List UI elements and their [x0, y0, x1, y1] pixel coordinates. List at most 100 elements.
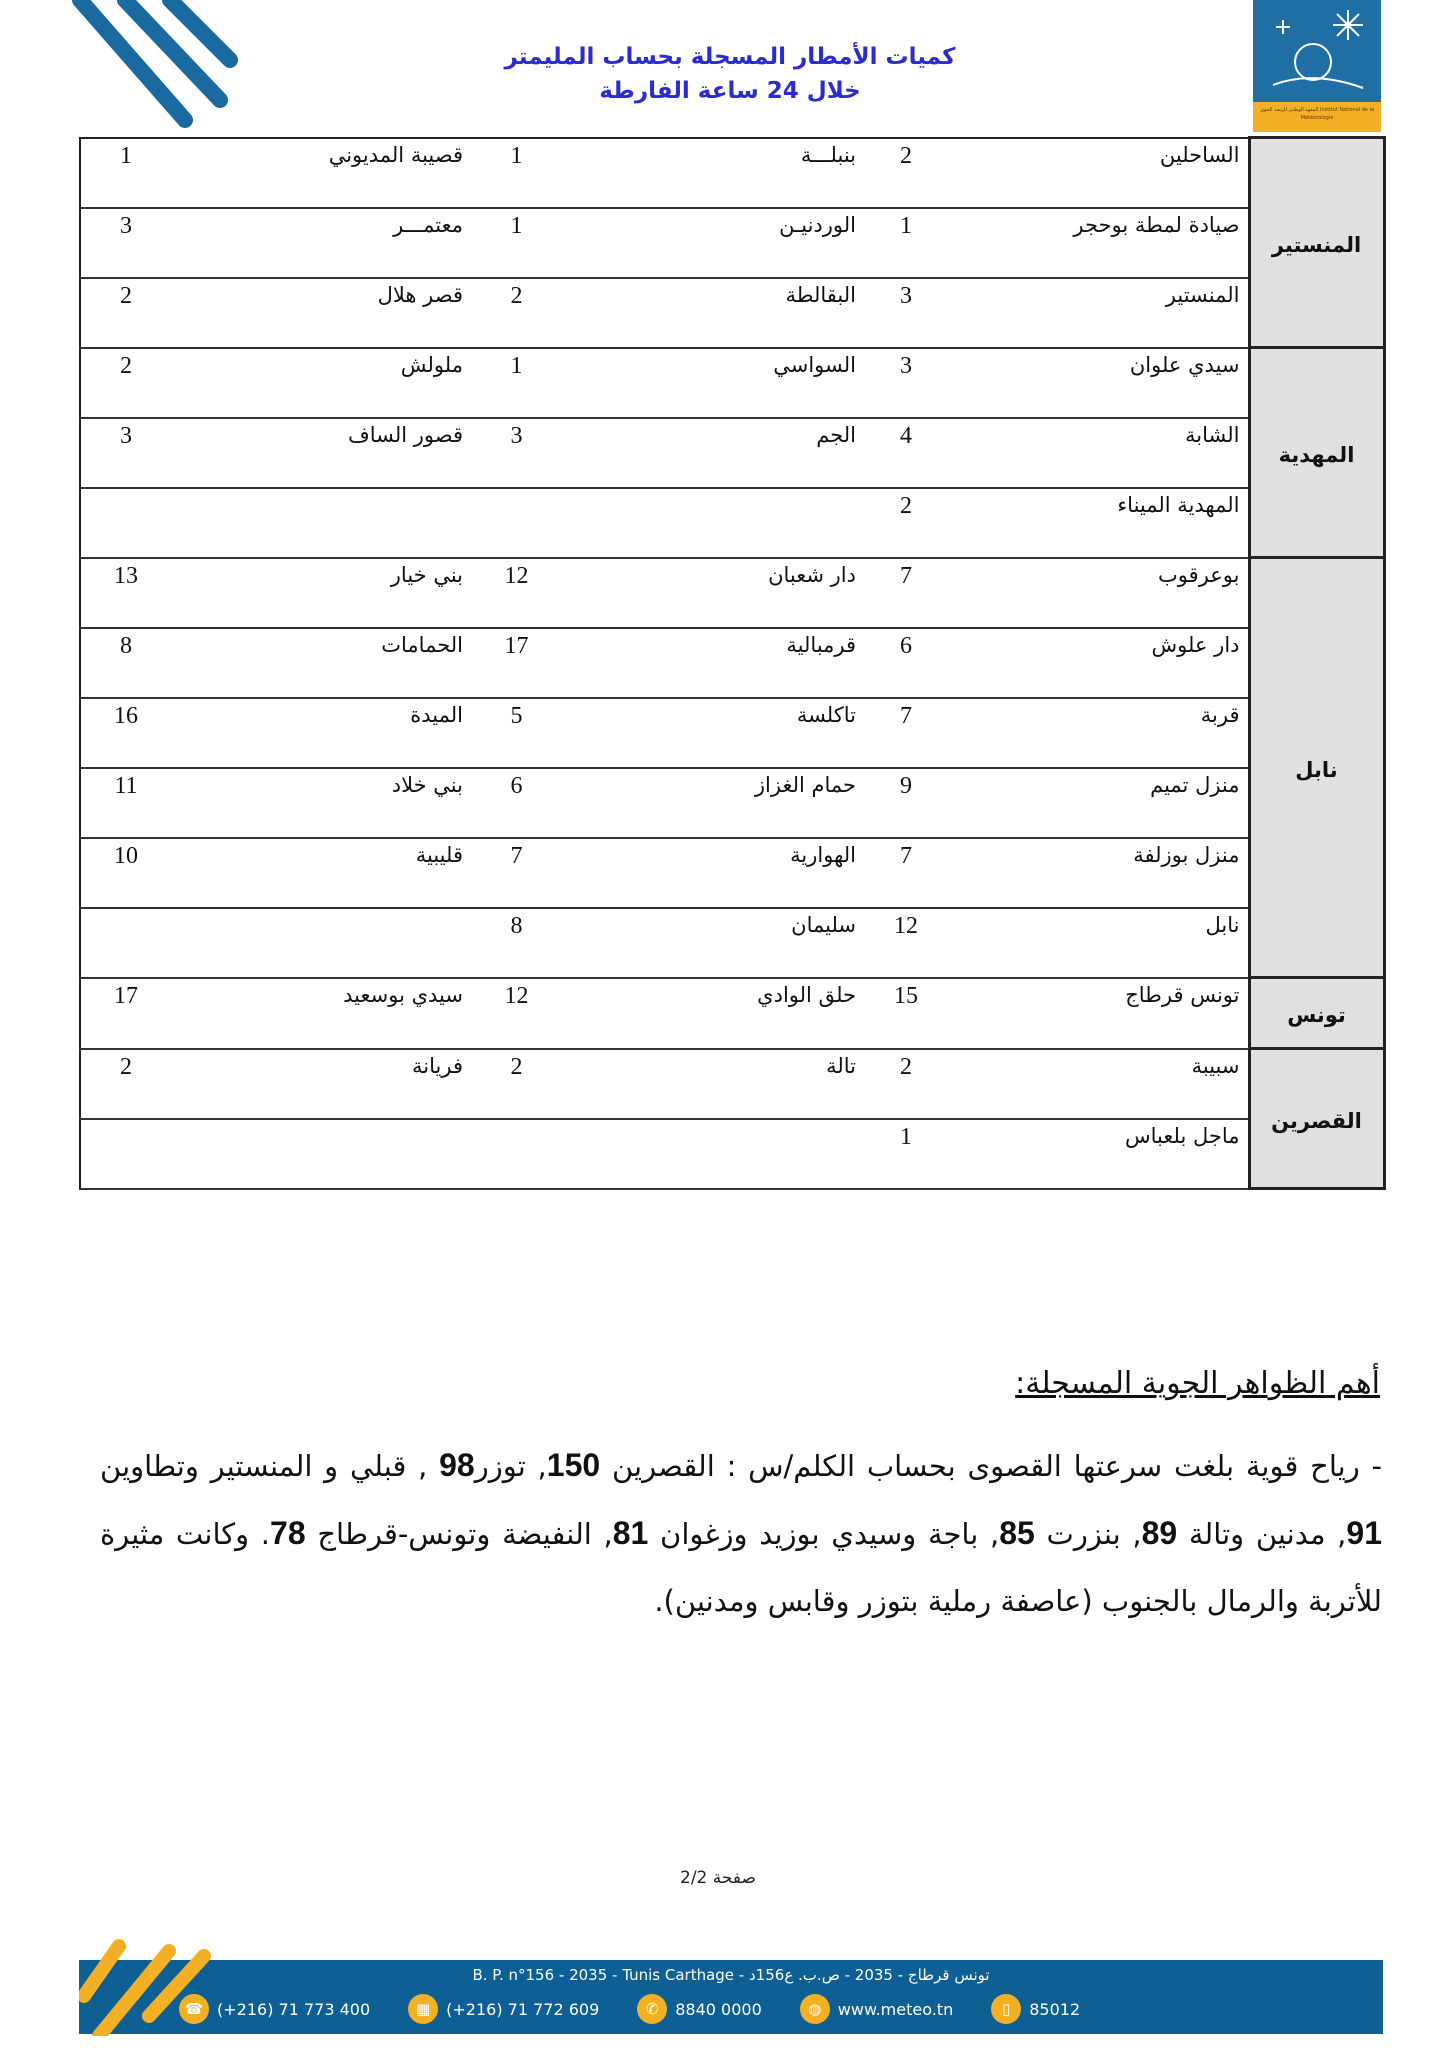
wind-value: 98	[439, 1447, 475, 1483]
rainfall-value	[80, 1118, 171, 1190]
rainfall-value: 3	[864, 277, 948, 349]
table-row: ماجل بلعباس 1	[80, 1118, 1384, 1190]
station-name: قصر هلال	[171, 277, 471, 349]
station-name: الشابة	[948, 417, 1249, 489]
rainfall-value: 2	[80, 1048, 171, 1120]
table-row: نابل بوعرقوب 7 دار شعبان 12 بني خيار 13	[80, 556, 1386, 979]
table-row: تونس تونس قرطاج 15 حلق الوادي 12 سيدي بوسعيد 1…	[80, 976, 1386, 1050]
region-cell: نابل	[1247, 556, 1386, 979]
rainfall-value: 8	[80, 627, 171, 699]
phone-icon: ☎	[179, 1994, 209, 2024]
station-name: منزل تميم	[948, 767, 1249, 839]
text: , توزر	[474, 1449, 547, 1483]
table-row: المنستير 3 البقالطة 2 قصر هلال 2	[80, 277, 1384, 349]
text: - رياح قوية بلغت سرعتها القصوى بحساب الك…	[600, 1449, 1382, 1483]
rainfall-value: 12	[471, 557, 562, 629]
text: , النفيضة وتونس-قرطاج	[305, 1517, 613, 1551]
inm-logo: المعهد الوطني للرصد الجوي Institut Natio…	[1253, 0, 1381, 132]
page-number: صفحة 2/2	[680, 1868, 756, 1888]
station-name	[171, 487, 471, 559]
wind-value: 150	[546, 1447, 601, 1483]
rainfall-value: 11	[80, 767, 171, 839]
wind-value: 89	[1141, 1515, 1178, 1551]
station-name: قصور الساف	[171, 417, 471, 489]
station-name: معتمـــر	[171, 207, 471, 279]
station-name: دار علوش	[948, 627, 1249, 699]
station-name: الحمامات	[171, 627, 471, 699]
rainfall-value: 2	[471, 277, 562, 349]
footer-website[interactable]: ◍ www.meteo.tn	[799, 1994, 954, 2024]
hotline-text: 8840 0000	[675, 1999, 762, 2019]
station-name	[562, 487, 864, 559]
rainfall-value: 3	[471, 417, 562, 489]
station-name: المهدية الميناء	[948, 487, 1249, 559]
footer-bar: B. P. n°156 - 2035 - Tunis Carthage - تو…	[79, 1960, 1383, 2034]
station-name: الميدة	[171, 697, 471, 769]
rainfall-value: 1	[80, 137, 171, 209]
rainfall-value: 13	[80, 557, 171, 629]
station-name: قربة	[948, 697, 1249, 769]
mobile-sms-icon: ▯	[991, 1994, 1022, 2024]
globe-icon: ◍	[799, 1994, 830, 2024]
station-name: سيدي علوان	[948, 347, 1249, 419]
wind-value: 85	[999, 1515, 1035, 1551]
station-name: تاكلسة	[562, 697, 864, 769]
rainfall-value: 4	[864, 417, 948, 489]
station-name: تونس قرطاج	[948, 977, 1249, 1050]
phone-text: (+216) 71 773 400	[217, 1999, 371, 2019]
rainfall-value: 2	[80, 277, 171, 349]
rainfall-value: 17	[80, 977, 171, 1050]
table-row: قربة 7 تاكلسة 5 الميدة 16	[80, 697, 1384, 769]
rainfall-value: 1	[471, 347, 562, 419]
region-cell: المهدية	[1247, 346, 1386, 559]
page-subtitle: خلال 24 ساعة الفارطة	[599, 78, 861, 104]
footer-address: B. P. n°156 - 2035 - Tunis Carthage - تو…	[472, 1966, 990, 1984]
rainfall-table: المنستير الساحلين 2 بنبلـــة 1 قصيبة المديوني…	[79, 136, 1386, 1190]
station-name: الوردنيـن	[562, 207, 864, 279]
rainfall-value	[471, 1118, 562, 1190]
station-name: ملولش	[171, 347, 471, 419]
text: , قبلي و المنستير وتطاوين	[100, 1449, 440, 1483]
footer-fax: ▦ (+216) 71 772 609	[408, 1994, 599, 2024]
station-name: بوعرقوب	[948, 557, 1249, 629]
station-name	[171, 1118, 471, 1190]
table-row: منزل تميم 9 حمام الغزاز 6 بني خلاد 11	[80, 767, 1384, 839]
logo-caption: المعهد الوطني للرصد الجوي Institut Natio…	[1253, 102, 1381, 132]
rainfall-value: 16	[80, 697, 171, 769]
rainfall-value: 2	[864, 137, 948, 209]
wind-value: 78	[270, 1515, 306, 1551]
rainfall-value: 3	[864, 347, 948, 419]
table-row: المنستير الساحلين 2 بنبلـــة 1 قصيبة المديوني…	[80, 136, 1386, 349]
table-row: نابل 12 سليمان 8	[80, 907, 1384, 979]
station-name: ماجل بلعباس	[948, 1118, 1249, 1190]
station-name: فريانة	[171, 1048, 471, 1120]
wind-value: 81	[612, 1515, 649, 1551]
station-name: قصيبة المديوني	[171, 137, 471, 209]
rainfall-value: 15	[864, 977, 948, 1050]
snowflake-emblem-icon	[1272, 10, 1364, 89]
rainfall-value	[471, 487, 562, 559]
rainfall-value: 12	[471, 977, 562, 1050]
station-name: بني خلاد	[171, 767, 471, 839]
decorative-stripes	[72, 0, 238, 128]
rainfall-value	[80, 487, 171, 559]
footer-phone: ☎ (+216) 71 773 400	[179, 1994, 370, 2024]
station-name: صيادة لمطة بوحجر	[948, 207, 1249, 279]
rainfall-value: 7	[471, 837, 562, 909]
footer-sms: ▯ 85012	[991, 1994, 1080, 2024]
table-row: القصرين سبيبة 2 تالة 2 فريانة 2	[80, 1047, 1386, 1190]
station-name: الساحلين	[948, 137, 1249, 209]
website-link[interactable]: www.meteo.tn	[837, 1999, 954, 2019]
rainfall-value: 12	[864, 907, 948, 979]
rainfall-value: 17	[471, 627, 562, 699]
rainfall-value: 9	[864, 767, 948, 839]
region-cell: تونس	[1247, 976, 1386, 1050]
table-row: منزل بوزلفة 7 الهوارية 7 قليبية 10	[80, 837, 1384, 909]
rainfall-value: 2	[864, 1048, 948, 1120]
station-name: منزل بوزلفة	[948, 837, 1249, 909]
wind-value: 91	[1346, 1515, 1382, 1551]
rainfall-value: 3	[80, 207, 171, 279]
rainfall-value: 3	[80, 417, 171, 489]
station-name: السواسي	[562, 347, 864, 419]
region-cell: القصرين	[1247, 1047, 1386, 1190]
